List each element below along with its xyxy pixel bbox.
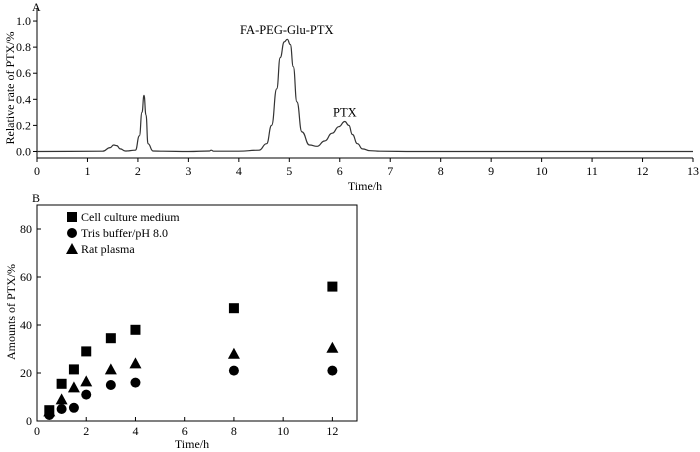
chart-a-y-tick-label: 0.4	[16, 92, 31, 106]
data-point-triangle	[55, 393, 68, 405]
chart-a-x-tick-label: 13	[687, 164, 699, 178]
chart-b-x-tick-label: 0	[34, 424, 40, 438]
chart-b-x-tick-label: 4	[132, 424, 138, 438]
data-point-triangle	[129, 357, 142, 369]
panel-a-label: A	[32, 0, 41, 14]
data-point-circle	[56, 404, 67, 414]
peak-annotation: PTX	[333, 105, 357, 119]
chart-b-x-tick-label: 6	[182, 424, 188, 438]
release-scatter-chart: 0 2 4 6 8 10 12 0 20 40 60 80 Cell culture medium T…	[4, 204, 358, 451]
chart-b-y-tick-label: 20	[20, 366, 32, 380]
chart-a-x-tick-label: 4	[236, 164, 242, 178]
chart-b-y-tick-label: 80	[20, 222, 32, 236]
chart-b-y-tick-label: 0	[26, 414, 32, 428]
chart-b-x-tick-label: 8	[231, 424, 237, 438]
chart-a-x-tick-label: 6	[337, 164, 343, 178]
chart-b-legend: Cell culture medium Tris buffer/pH 8.0 Rat…	[66, 210, 180, 256]
data-point-square	[228, 303, 239, 314]
chart-a-xlabel: Time/h	[348, 179, 382, 193]
chart-a-ylabel: Relative rate of PTX/%	[3, 32, 17, 145]
data-point-circle	[130, 377, 141, 388]
data-point-circle	[105, 380, 116, 390]
legend-circle-marker	[67, 228, 77, 238]
chart-b-x-tick-label: 10	[277, 424, 289, 438]
legend-label: Cell culture medium	[81, 210, 180, 224]
chart-a-x-tick-label: 2	[135, 164, 141, 178]
chart-a-x-tick-label: 12	[637, 164, 649, 178]
legend-label: Tris buffer/pH 8.0	[81, 226, 168, 240]
chart-b-x-tick-label: 12	[326, 424, 338, 438]
chart-a-x-tick-label: 9	[488, 164, 494, 178]
chart-a-x-tick-label: 8	[438, 164, 444, 178]
data-point-square	[327, 281, 338, 292]
legend-triangle-marker	[66, 243, 78, 254]
data-point-circle	[81, 389, 92, 400]
data-point-square	[130, 324, 141, 335]
data-point-circle	[228, 365, 239, 376]
data-point-triangle	[104, 363, 117, 375]
chart-b-ylabel: Amounts of PTX/%	[4, 264, 18, 360]
chart-b-y-tick-label: 40	[20, 318, 32, 332]
chart-a-x-tick-label: 1	[84, 164, 90, 178]
chromatogram-trace	[36, 38, 693, 153]
data-point-square	[81, 346, 92, 357]
chart-b-x-tick-label: 2	[83, 424, 89, 438]
chart-b-xlabel: Time/h	[175, 437, 209, 451]
panel-b-label: B	[32, 191, 40, 205]
chart-a-x-tick-label: 3	[185, 164, 191, 178]
chart-a-x-tick-label: 10	[536, 164, 548, 178]
data-point-triangle	[43, 405, 56, 417]
chart-b-frame	[36, 204, 358, 422]
data-point-square	[105, 333, 116, 344]
data-point-triangle	[326, 341, 339, 353]
chart-a-y-tick-label: 0.2	[16, 118, 31, 132]
data-point-circle	[327, 365, 338, 376]
data-point-square	[68, 364, 79, 375]
chart-a-x-tick-label: 5	[286, 164, 292, 178]
data-point-square	[56, 378, 67, 389]
peak-annotation: FA-PEG-Glu-PTX	[240, 23, 334, 37]
chart-b-y-tick-label: 60	[20, 270, 32, 284]
chromatogram-chart: 0 1 2 3 4 5 6 7 8 9 10 11 12 13 0.00.20.40.60.81.0 FA…	[3, 8, 699, 193]
chart-a-y-tick-label: 0.8	[16, 40, 31, 54]
chart-a-y-tick-label: 0.0	[16, 144, 31, 158]
chart-a-x-tick-label: 0	[34, 164, 40, 178]
data-point-triangle	[67, 381, 80, 393]
data-point-triangle	[227, 347, 240, 359]
data-point-circle	[68, 402, 79, 413]
chart-a-x-tick-label: 7	[387, 164, 393, 178]
chart-a-x-tick-label: 11	[586, 164, 598, 178]
chart-a-y-tick-label: 1.0	[16, 14, 31, 28]
legend-square-marker	[67, 212, 77, 222]
legend-label: Rat plasma	[81, 242, 135, 256]
chart-a-y-tick-label: 0.6	[16, 66, 31, 80]
data-point-triangle	[80, 375, 93, 387]
